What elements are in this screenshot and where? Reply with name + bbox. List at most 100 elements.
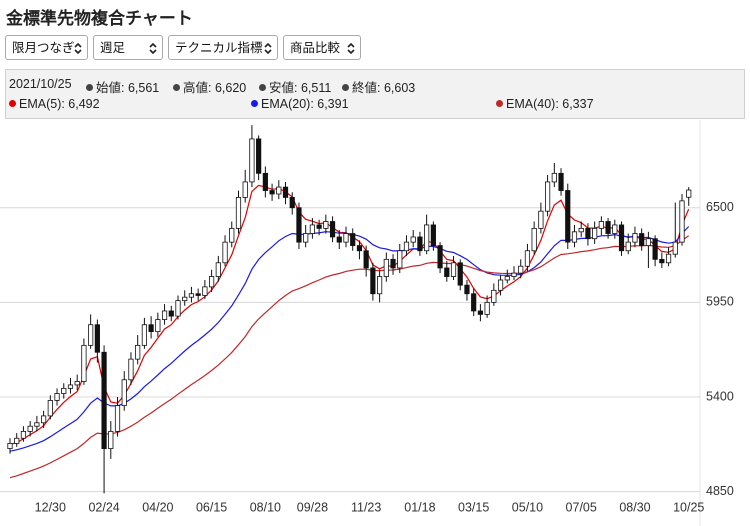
candle-body (484, 301, 490, 315)
summary-item: 安値: 6,511 (259, 77, 331, 96)
candle-body (477, 310, 484, 315)
candle-body (363, 250, 369, 269)
x-tick-label: 04/20 (142, 500, 173, 514)
legend-item: EMA(40): 6,337 (496, 97, 594, 111)
candle-body (101, 351, 107, 449)
candle-body (34, 422, 40, 427)
candle-body (410, 236, 416, 243)
select-label: 限月つなぎ (12, 41, 75, 55)
x-tick-label: 10/25 (673, 500, 704, 514)
candle-body (27, 425, 33, 432)
ema-line (9, 226, 690, 452)
x-tick-label: 07/05 (566, 500, 597, 514)
y-tick-label: 6500 (706, 200, 734, 214)
candle-body (54, 393, 60, 401)
candle-body (67, 384, 74, 389)
select-label: 週足 (100, 41, 126, 55)
candle-body (424, 224, 430, 252)
candle-body (652, 238, 658, 260)
candle-body (175, 300, 181, 317)
candle-body (397, 250, 403, 269)
candle-body (14, 437, 20, 444)
summary-item: 高値: 6,620 (173, 77, 246, 96)
select-arrow (74, 43, 82, 54)
candle-body (571, 231, 578, 243)
ema-line (9, 235, 690, 479)
candle-body (195, 293, 201, 296)
indicator-select[interactable]: テクニカル指標 (168, 35, 278, 60)
candle-body (182, 296, 188, 302)
candle-body (303, 233, 309, 243)
candle-body (74, 381, 80, 386)
candle-body (524, 250, 531, 267)
period-select[interactable]: 週足 (93, 35, 163, 60)
x-tick-label: 12/30 (35, 500, 66, 514)
x-tick-label: 05/10 (512, 500, 543, 514)
candle-body (578, 227, 584, 233)
candle-body (188, 293, 195, 298)
candle-body (625, 241, 631, 252)
candle-body (356, 245, 363, 252)
x-tick-label: 02/24 (88, 500, 119, 514)
legend-item: EMA(5): 6,492 (9, 97, 100, 111)
x-tick-label: 09/28 (297, 500, 328, 514)
candle-body (229, 227, 235, 243)
candle-body (148, 324, 154, 333)
candle-body (639, 233, 645, 246)
candle-body (471, 293, 477, 312)
candle-body (249, 138, 255, 183)
candle-body (558, 172, 564, 191)
candle-body (121, 379, 127, 406)
legend-dot (496, 100, 503, 107)
candle-body (309, 224, 316, 234)
candle-body (605, 221, 611, 234)
x-tick-label: 01/18 (404, 500, 435, 514)
legend-item: EMA(20): 6,391 (251, 97, 349, 111)
candle-body (208, 276, 215, 288)
candle-body (289, 197, 295, 209)
candle-body (665, 253, 672, 264)
x-tick-label: 08/10 (250, 500, 281, 514)
candle-body (329, 221, 336, 238)
candle-body (256, 138, 262, 174)
candle-body (491, 289, 497, 303)
candle-body (323, 221, 329, 229)
compare-select[interactable]: 商品比較 (283, 35, 361, 60)
candle-body (81, 344, 87, 382)
candle-body (592, 227, 598, 240)
candle-body (464, 284, 470, 295)
y-tick-label: 4850 (706, 484, 734, 498)
contract-select[interactable]: 限月つなぎ (5, 35, 88, 60)
candle-body (511, 272, 517, 277)
legend-dot (9, 100, 16, 107)
candle-body (94, 324, 100, 353)
legend-text: EMA(20): 6,391 (261, 97, 349, 111)
candle-body (531, 227, 537, 252)
candle-body (444, 267, 450, 277)
candle-body (296, 207, 302, 243)
select-label: 商品比較 (290, 41, 341, 55)
candle-body (598, 221, 604, 229)
candle-body (343, 233, 349, 243)
candle-body (390, 258, 396, 269)
candle-body (618, 224, 625, 252)
summary-item: 終値: 6,603 (342, 77, 415, 96)
summary-item: 始値: 6,561 (86, 77, 159, 96)
candle-body (679, 200, 685, 243)
candle-body (235, 197, 242, 229)
candle-body (108, 430, 114, 449)
candle-body (383, 258, 389, 277)
select-arrow (347, 43, 355, 54)
candle-body (417, 236, 423, 252)
candle-body (551, 172, 557, 183)
summary-text: 終値: 6,603 (352, 81, 416, 95)
candle-body (61, 387, 67, 394)
candle-body (437, 245, 443, 269)
x-tick-label: 06/15 (196, 500, 227, 514)
candle-body (612, 224, 618, 234)
x-tick-label: 11/23 (351, 500, 381, 514)
candle-body (659, 258, 665, 264)
chart: 4850 5400 5950 6500 12/30 02/24 04/20 06/15 08/1… (0, 120, 734, 526)
candle-body (403, 241, 410, 252)
candle-body (7, 443, 13, 449)
